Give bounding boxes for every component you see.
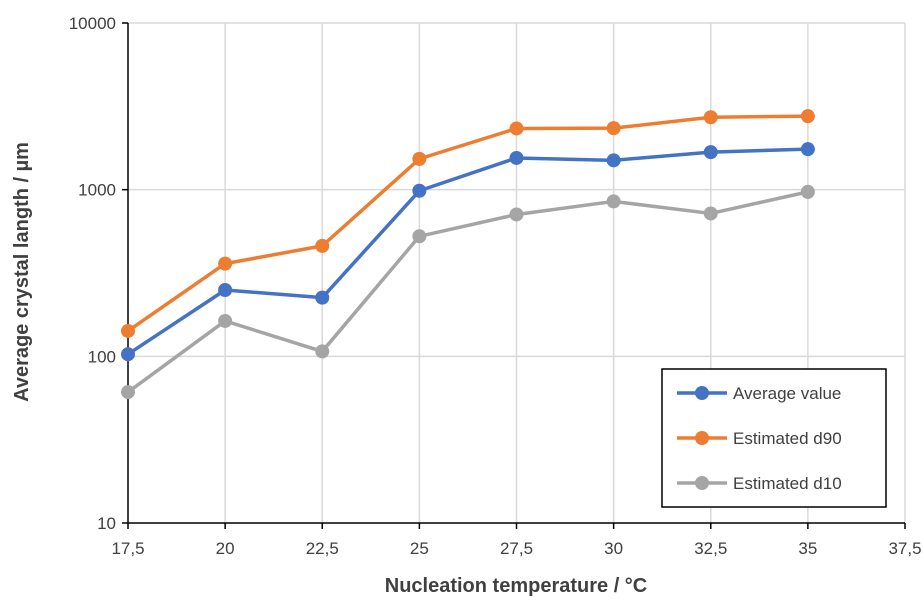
tick-labels: 17,5 20 22,5 25 27,5 30 32,5 35 37,5 10 100 1000 100… [69, 14, 922, 558]
x-tick-label: 35 [798, 539, 817, 558]
series-3 [121, 184, 815, 400]
data-point [315, 344, 330, 359]
data-point [412, 151, 427, 166]
series-line [126, 190, 809, 394]
data-point [412, 183, 427, 198]
y-tick-label: 10 [97, 514, 116, 533]
legend-label: Estimated d90 [733, 429, 842, 448]
series-1 [121, 142, 815, 362]
legend-item: Average value [677, 384, 841, 403]
data-point [121, 385, 135, 400]
x-tick-label: 30 [604, 539, 623, 558]
series-group [121, 109, 815, 400]
legend-label: Average value [733, 384, 841, 403]
data-point [606, 194, 621, 209]
data-point [703, 206, 718, 221]
legend-item: Estimated d10 [677, 474, 842, 493]
legend-label: Estimated d10 [733, 474, 842, 493]
y-tick-label: 100 [88, 347, 116, 366]
data-point [315, 290, 330, 305]
legend-swatch-marker [695, 476, 709, 490]
x-tick-label: 32,5 [694, 539, 727, 558]
x-tick-label: 37,5 [888, 539, 921, 558]
legend-item: Estimated d90 [677, 429, 842, 448]
data-point [606, 153, 621, 168]
legend: Average value Estimated d90 Estimated d10 [661, 368, 887, 508]
data-point [800, 142, 815, 157]
data-point [218, 256, 233, 271]
grid [128, 22, 906, 523]
y-tick-label: 10000 [69, 14, 116, 33]
data-point [800, 109, 815, 124]
x-tick-label: 17,5 [111, 539, 144, 558]
data-point [703, 110, 718, 125]
x-tick-label: 27,5 [500, 539, 533, 558]
data-point [509, 121, 524, 136]
data-point [218, 283, 233, 298]
series-line [127, 114, 808, 333]
x-tick-label: 20 [216, 539, 235, 558]
y-tick-label: 1000 [78, 181, 116, 200]
legend-swatch-marker [695, 431, 709, 445]
y-axis-title: Average crystal langth / µm [11, 142, 33, 402]
data-point [800, 184, 815, 199]
data-point [121, 347, 135, 362]
x-tick-label: 22,5 [306, 539, 339, 558]
legend-swatch-marker [695, 386, 709, 400]
data-point [703, 145, 718, 160]
data-point [315, 238, 330, 253]
axes [122, 22, 906, 529]
series-2 [121, 109, 815, 338]
series-line [127, 147, 808, 356]
data-point [509, 150, 524, 165]
data-point [121, 323, 135, 338]
x-axis-title: Nucleation temperature / °C [385, 575, 648, 597]
x-tick-label: 25 [410, 539, 429, 558]
data-point [606, 121, 621, 136]
data-point [218, 313, 233, 328]
data-point [509, 207, 524, 222]
data-point [412, 229, 427, 244]
